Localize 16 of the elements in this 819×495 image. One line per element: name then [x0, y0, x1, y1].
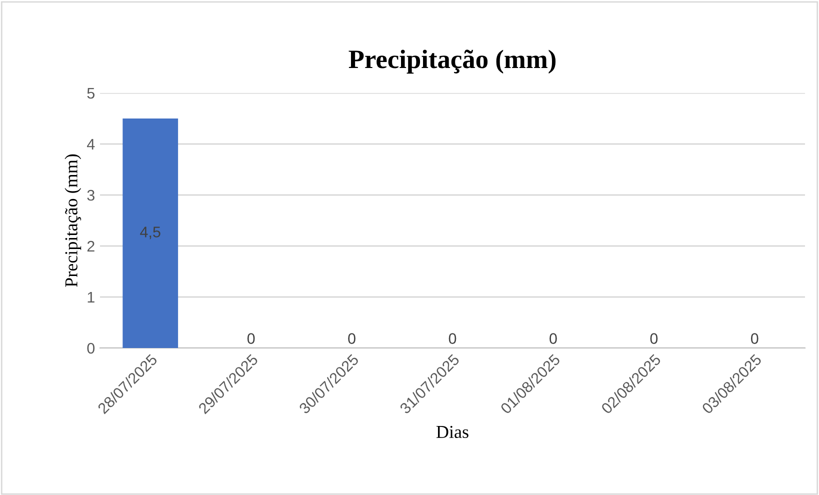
- data-label: 4,5: [140, 226, 160, 240]
- y-tick-label: 0: [87, 342, 95, 354]
- y-tick-label: 1: [88, 292, 94, 303]
- data-label: 0: [247, 333, 255, 344]
- y-tick-label: 5: [87, 88, 94, 99]
- y-tick-label: 4: [86, 139, 95, 150]
- y-axis-title: Precipitação (mm): [64, 154, 82, 287]
- chart-title: Precipitação (mm): [348, 50, 556, 74]
- data-label: 0: [550, 333, 557, 344]
- data-label: 0: [750, 333, 758, 344]
- y-tick-label: 3: [87, 190, 94, 201]
- data-label: 0: [448, 333, 456, 344]
- data-label: 0: [348, 333, 356, 344]
- x-axis-title: Dias: [436, 426, 468, 438]
- y-tick-label: 2: [87, 240, 94, 252]
- data-label: 0: [650, 333, 658, 344]
